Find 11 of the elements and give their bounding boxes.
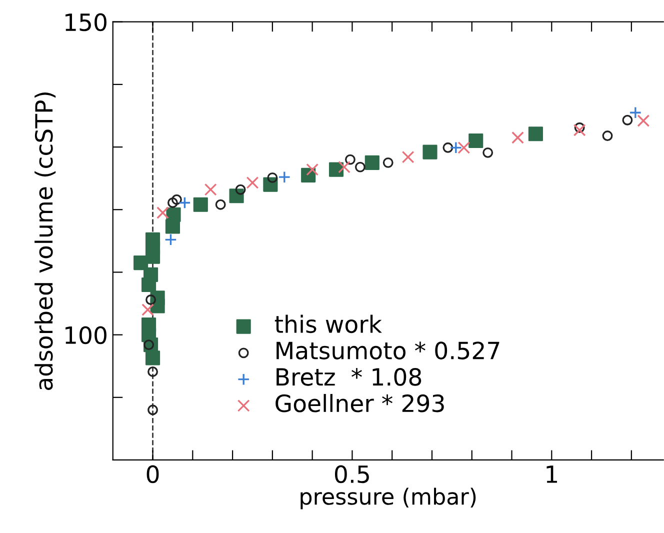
legend-label: this work [274, 314, 382, 334]
x-tick-label: 0.5 [334, 465, 369, 484]
y-tick-label: 150 [66, 13, 106, 32]
y-tick-label: 100 [66, 326, 106, 344]
legend-label: Matsumoto * 0.527 [276, 342, 500, 360]
legend-label: Bretz * 1.08 [276, 368, 422, 386]
y-axis-title: adsorbed volume (ccSTP) [34, 92, 56, 390]
x-tick-label: 1 [546, 466, 557, 483]
legend-label: Goellner * 293 [276, 394, 444, 412]
x-tick-label: 0 [146, 465, 159, 484]
x-axis-title: pressure (mbar) [300, 488, 476, 510]
